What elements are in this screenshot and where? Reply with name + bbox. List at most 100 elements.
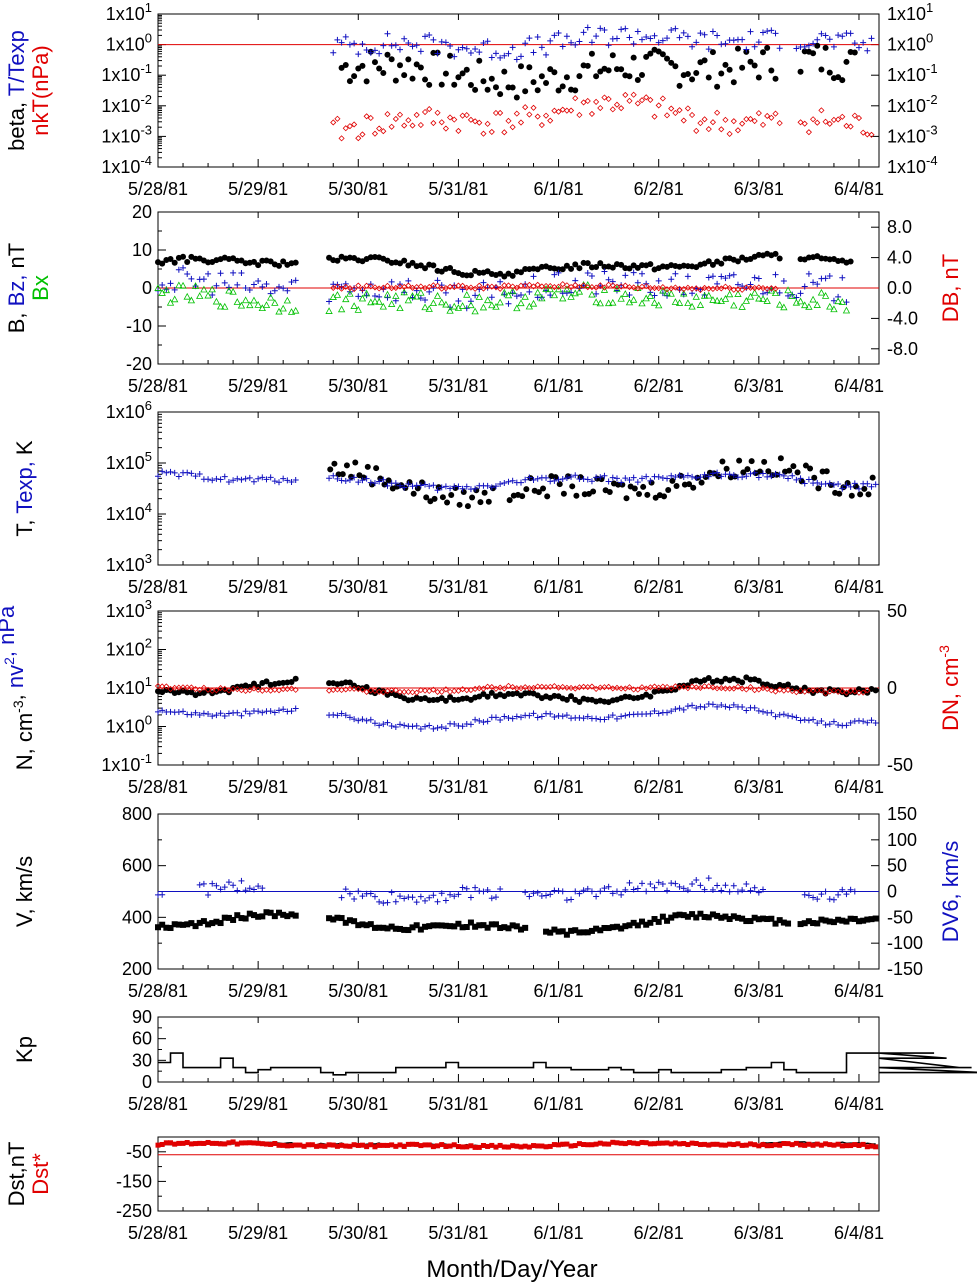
data-point bbox=[384, 51, 391, 58]
data-point bbox=[196, 919, 203, 926]
data-point bbox=[872, 481, 879, 488]
data-point bbox=[622, 272, 629, 279]
data-point bbox=[643, 1140, 649, 1146]
data-point bbox=[267, 909, 274, 916]
data-point bbox=[764, 473, 771, 480]
data-point bbox=[789, 713, 796, 720]
y-tick-label: 1x100 bbox=[106, 713, 152, 737]
data-point bbox=[397, 721, 404, 728]
data-point bbox=[397, 1142, 403, 1148]
data-point bbox=[776, 255, 783, 262]
data-point bbox=[205, 686, 212, 693]
data-point bbox=[672, 1140, 678, 1146]
data-point bbox=[764, 44, 771, 51]
data-point bbox=[447, 52, 454, 59]
data-point bbox=[764, 112, 771, 120]
x-tick-label: 5/28/81 bbox=[128, 179, 188, 199]
y-tick-label: 600 bbox=[122, 856, 152, 876]
data-point bbox=[172, 1141, 178, 1147]
data-point bbox=[864, 480, 871, 487]
x-tick-label: 6/4/81 bbox=[834, 179, 884, 199]
data-point bbox=[760, 708, 767, 715]
data-point bbox=[209, 291, 216, 298]
data-point bbox=[839, 886, 846, 893]
x-tick-label: 5/28/81 bbox=[128, 376, 188, 396]
data-point bbox=[651, 884, 658, 891]
data-point bbox=[517, 282, 525, 289]
data-point bbox=[238, 270, 245, 277]
right-tick-label: -100 bbox=[887, 933, 923, 953]
data-point bbox=[318, 1143, 324, 1149]
data-point bbox=[330, 1142, 336, 1148]
data-point bbox=[647, 693, 654, 700]
data-point bbox=[576, 890, 583, 897]
y-tick-label: -50 bbox=[126, 1142, 152, 1162]
data-point bbox=[605, 67, 612, 74]
data-point bbox=[759, 295, 767, 302]
data-point bbox=[810, 279, 817, 286]
y-tick-label: 1x102 bbox=[106, 636, 152, 660]
data-point bbox=[209, 1140, 215, 1146]
data-point bbox=[807, 465, 814, 472]
data-point bbox=[230, 269, 237, 276]
data-point bbox=[684, 913, 691, 920]
data-point bbox=[664, 35, 671, 42]
data-point bbox=[422, 923, 429, 930]
data-point bbox=[359, 1142, 365, 1148]
data-point bbox=[676, 107, 683, 114]
x-tick-label: 6/3/81 bbox=[734, 1094, 784, 1114]
data-point bbox=[830, 896, 837, 903]
data-point bbox=[364, 463, 371, 470]
data-point bbox=[463, 45, 470, 52]
data-point bbox=[718, 273, 725, 280]
data-point bbox=[747, 58, 754, 65]
data-point bbox=[843, 482, 850, 489]
data-point bbox=[864, 916, 871, 923]
data-point bbox=[430, 922, 437, 929]
data-point bbox=[868, 916, 875, 923]
data-point bbox=[821, 292, 830, 299]
data-point bbox=[864, 687, 871, 694]
data-point bbox=[588, 284, 596, 291]
data-point bbox=[463, 284, 470, 291]
data-point bbox=[342, 283, 349, 290]
data-point bbox=[651, 683, 658, 690]
data-point bbox=[501, 68, 508, 75]
data-point bbox=[697, 910, 704, 917]
data-point bbox=[651, 32, 658, 39]
data-point bbox=[643, 94, 650, 101]
data-point bbox=[593, 264, 600, 271]
data-point bbox=[159, 281, 166, 288]
data-point bbox=[455, 1144, 461, 1150]
data-point bbox=[351, 286, 358, 293]
data-point bbox=[238, 476, 245, 483]
data-point bbox=[618, 1140, 624, 1146]
data-point bbox=[868, 35, 875, 42]
data-point bbox=[580, 282, 587, 289]
data-point bbox=[497, 717, 504, 724]
data-point bbox=[363, 46, 370, 53]
data-point bbox=[417, 687, 424, 694]
data-point bbox=[463, 272, 470, 279]
data-point bbox=[221, 279, 228, 286]
data-point bbox=[338, 39, 345, 46]
data-point bbox=[334, 712, 341, 719]
data-point bbox=[484, 284, 491, 291]
data-point bbox=[609, 890, 616, 897]
data-point bbox=[672, 880, 679, 887]
x-tick-label: 6/1/81 bbox=[534, 1094, 584, 1114]
data-point bbox=[154, 284, 162, 291]
data-point bbox=[760, 29, 767, 36]
data-point bbox=[509, 124, 516, 131]
data-point bbox=[843, 1143, 849, 1149]
data-point bbox=[639, 270, 646, 277]
data-point bbox=[551, 69, 558, 76]
data-point bbox=[360, 474, 367, 481]
data-point bbox=[443, 1143, 449, 1149]
data-point bbox=[680, 885, 687, 892]
data-point bbox=[663, 683, 671, 691]
data-point bbox=[372, 1144, 378, 1150]
data-point bbox=[546, 285, 554, 293]
data-point bbox=[226, 1140, 232, 1146]
data-point bbox=[518, 53, 525, 60]
